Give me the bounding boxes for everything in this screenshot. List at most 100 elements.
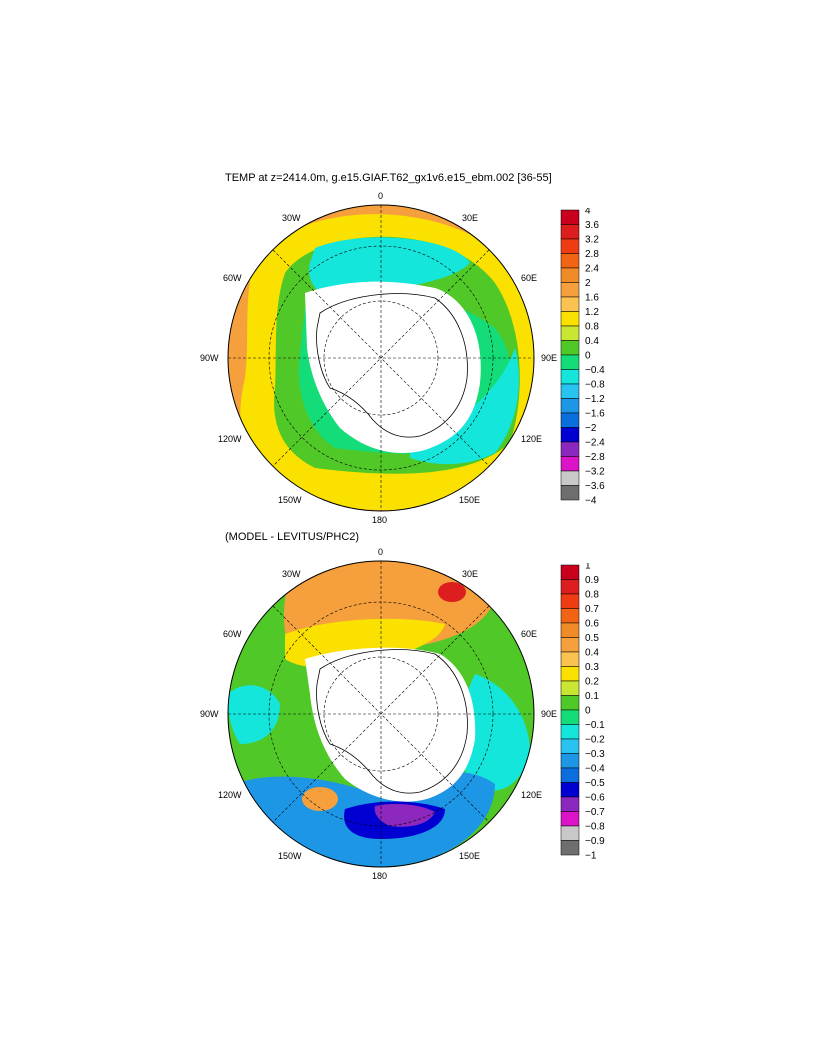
colorbar-tick-label: 0.8 xyxy=(585,590,599,601)
colorbar-tick-label: −0.2 xyxy=(585,735,605,746)
panel2-lon-labels: 0 30E 60E 90E 120E 150E 180 150W 120W 90… xyxy=(200,547,557,881)
colorbar-swatch xyxy=(560,796,580,812)
colorbar-tick-label: −0.1 xyxy=(585,720,605,731)
colorbar-swatch xyxy=(560,651,580,667)
lon-label-120w: 120W xyxy=(218,790,242,800)
panel1-lon-labels: 0 30E 60E 90E 120E 150E 180 150W 120W 90… xyxy=(200,191,557,525)
colorbar-tick-label: 0.8 xyxy=(585,322,599,333)
colorbar-tick-label: 2.8 xyxy=(585,249,599,260)
colorbar-swatch xyxy=(560,840,580,856)
colorbar-tick-label: 0.7 xyxy=(585,604,599,615)
colorbar-tick-label: −0.9 xyxy=(585,836,605,847)
antarctica-outline xyxy=(316,293,468,438)
colorbar-tick-label: −0.8 xyxy=(585,822,605,833)
lon-label-60w: 60W xyxy=(223,629,242,639)
colorbar-tick-label: −3.6 xyxy=(585,481,605,492)
lon-label-150w: 150W xyxy=(278,495,302,505)
colorbar-tick-label: 0 xyxy=(585,706,591,717)
orange-pacific-eddy xyxy=(302,787,338,811)
lon-label-60e: 60E xyxy=(521,273,537,283)
colorbar-swatch xyxy=(560,398,580,414)
colorbar-swatch xyxy=(560,695,580,711)
colorbar-swatch xyxy=(560,209,580,225)
colorbar-tick-label: 0.6 xyxy=(585,619,599,630)
colorbar-swatch xyxy=(560,608,580,624)
colorbar-tick-label: −2.4 xyxy=(585,438,605,449)
lon-label-120e: 120E xyxy=(521,434,542,444)
colorbar-swatch xyxy=(560,782,580,798)
cyan-west xyxy=(228,685,280,744)
cyan-indian xyxy=(460,674,530,791)
colorbar-swatch xyxy=(560,354,580,370)
colorbar-tick-label: −2 xyxy=(585,423,597,434)
colorbar-swatch xyxy=(560,412,580,428)
colorbar-swatch xyxy=(560,325,580,341)
panel2-colorbar: 1 0.9 0.8 0.7 0.6 0.5 0.4 0.3 0.2 0.1 0 −0.1 −0.2 −0.… xyxy=(560,563,605,862)
colorbar-swatch xyxy=(560,637,580,653)
colorbar-tick-label: 0.4 xyxy=(585,648,599,659)
colorbar-tick-label: 0.4 xyxy=(585,336,599,347)
colorbar-swatch xyxy=(560,564,580,580)
colorbar-swatch xyxy=(560,311,580,327)
colorbar-tick-label: −0.3 xyxy=(585,749,605,760)
lon-label-60w: 60W xyxy=(223,273,242,283)
lon-label-90e: 90E xyxy=(541,709,557,719)
colorbar-tick-label: 1.6 xyxy=(585,293,599,304)
lon-label-30w: 30W xyxy=(282,569,301,579)
lon-label-180: 180 xyxy=(372,871,387,881)
colorbar-swatch xyxy=(560,666,580,682)
colorbar-swatch xyxy=(560,709,580,725)
lon-label-30e: 30E xyxy=(462,569,478,579)
colorbar-swatch xyxy=(560,738,580,754)
panel1-colorbar: 4 3.6 3.2 2.8 2.4 2 1.6 1.2 0.8 0.4 0 −0.4 −0.8 −1.2 −… xyxy=(560,208,605,507)
colorbar-tick-label: 0 xyxy=(585,351,591,362)
panel1-polar-map: 0 30E 60E 90E 120E 150E 180 150W 120W 90… xyxy=(200,191,557,525)
colorbar-tick-label: −3.2 xyxy=(585,467,605,478)
lon-label-90w: 90W xyxy=(200,709,219,719)
antarctica-outline xyxy=(316,649,468,794)
colorbar-swatch xyxy=(560,383,580,399)
colorbar-tick-label: −1.2 xyxy=(585,394,605,405)
colorbar-tick-label: 2 xyxy=(585,278,591,289)
lon-label-150w: 150W xyxy=(278,851,302,861)
colorbar-swatch xyxy=(560,296,580,312)
colorbar-tick-label: −1 xyxy=(585,851,597,862)
colorbar-tick-label: −4 xyxy=(585,496,597,507)
colorbar-tick-label: 0.5 xyxy=(585,633,599,644)
colorbar-tick-label: 0.9 xyxy=(585,575,599,586)
colorbar-tick-label: −0.5 xyxy=(585,778,605,789)
lon-label-0: 0 xyxy=(378,191,383,201)
colorbar-swatch xyxy=(560,369,580,385)
colorbar-tick-label: 0.1 xyxy=(585,691,599,702)
colorbar-tick-label: −0.8 xyxy=(585,380,605,391)
colorbar-tick-label: 0.2 xyxy=(585,677,599,688)
colorbar-swatch xyxy=(560,680,580,696)
colorbar-tick-label: 2.4 xyxy=(585,264,599,275)
colorbar-tick-label: −0.4 xyxy=(585,365,605,376)
colorbar-swatch xyxy=(560,282,580,298)
colorbar-swatch xyxy=(560,224,580,240)
lon-label-120e: 120E xyxy=(521,790,542,800)
colorbar-swatch xyxy=(560,622,580,638)
lon-label-180: 180 xyxy=(372,515,387,525)
colorbar-swatch xyxy=(560,724,580,740)
colorbar-tick-label: 1.2 xyxy=(585,307,599,318)
colorbar-swatch xyxy=(560,825,580,841)
lon-label-90e: 90E xyxy=(541,353,557,363)
lon-label-0: 0 xyxy=(378,547,383,557)
lon-label-60e: 60E xyxy=(521,629,537,639)
lon-label-150e: 150E xyxy=(459,495,480,505)
colorbar-swatch xyxy=(560,767,580,783)
lon-label-30w: 30W xyxy=(282,213,301,223)
colorbar-swatch xyxy=(560,470,580,486)
colorbar-swatch xyxy=(560,811,580,827)
colorbar-swatch xyxy=(560,441,580,457)
lon-label-30e: 30E xyxy=(462,213,478,223)
colorbar-tick-label: 3.2 xyxy=(585,235,599,246)
colorbar-tick-label: 1 xyxy=(585,563,591,572)
colorbar-tick-label: −0.6 xyxy=(585,793,605,804)
colorbar-swatch xyxy=(560,238,580,254)
colorbar-swatch xyxy=(560,753,580,769)
colorbar-swatch xyxy=(560,593,580,609)
colorbar-swatch xyxy=(560,267,580,283)
